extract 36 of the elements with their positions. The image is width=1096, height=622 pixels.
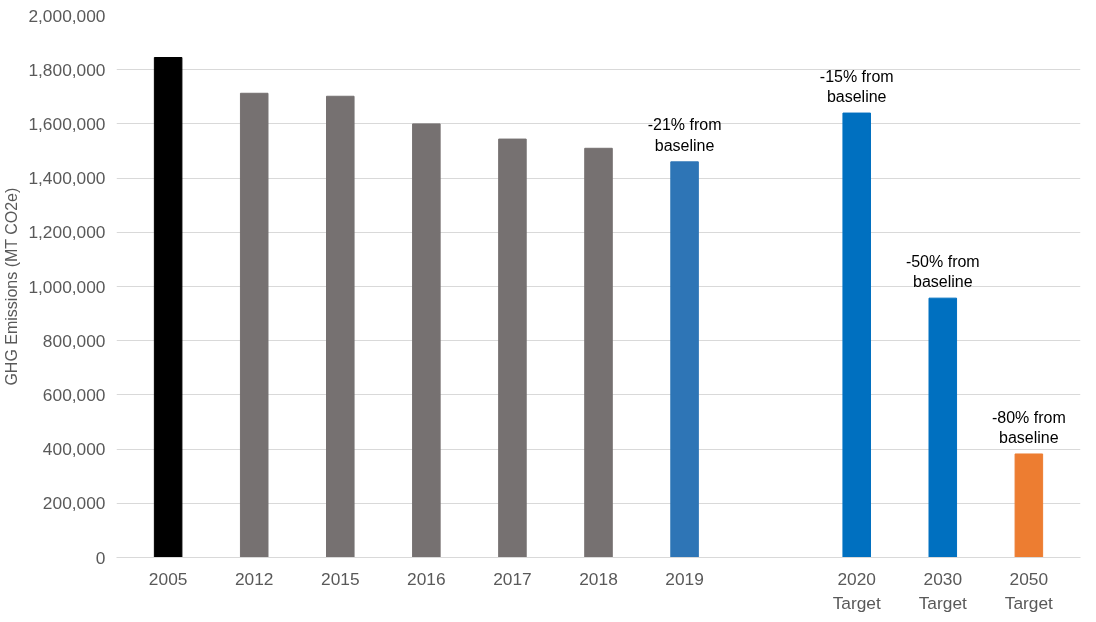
y-tick-label: 800,000 — [42, 330, 106, 351]
x-tick-label: 2015 — [321, 568, 360, 589]
y-tick-label: 1,600,000 — [28, 113, 106, 134]
bar — [498, 138, 527, 558]
y-tick-label: 0 — [95, 547, 106, 568]
x-tick-label: 2018 — [579, 568, 618, 589]
bar — [412, 123, 441, 558]
bar — [153, 57, 183, 558]
annotation: -15% from baseline — [819, 67, 894, 106]
y-tick-label: 1,000,000 — [28, 276, 106, 297]
x-tick-label: 2016 — [407, 568, 446, 589]
y-tick-label: 1,200,000 — [28, 222, 106, 243]
bar — [584, 147, 613, 558]
x-tick-label: 2020 Target — [832, 568, 881, 613]
y-axis-title: GHG Emissions (MT CO2e) — [3, 187, 21, 386]
x-tick-label: 2012 — [234, 568, 274, 589]
y-tick-label: 1,400,000 — [28, 168, 106, 189]
x-tick-label: 2019 — [665, 568, 704, 589]
x-tick-label: 2005 — [148, 568, 188, 589]
y-tick-label: 400,000 — [42, 439, 106, 460]
bar — [842, 112, 871, 558]
y-tick-label: 2,000,000 — [28, 5, 106, 26]
x-tick-label: 2030 Target — [918, 568, 968, 613]
bar — [670, 161, 699, 558]
y-tick-label: 600,000 — [42, 384, 106, 405]
annotation: -21% from baseline — [647, 116, 722, 154]
annotation: -50% from baseline — [905, 252, 980, 291]
x-tick-label: 2017 — [493, 568, 532, 589]
x-tick-label: 2050 Target — [1004, 568, 1054, 613]
annotation: -80% from baseline — [991, 408, 1066, 446]
bar — [928, 297, 958, 558]
y-tick-label: 1,800,000 — [28, 59, 106, 80]
bar — [1014, 453, 1044, 558]
bar — [326, 95, 355, 558]
bar — [239, 92, 269, 558]
y-tick-label: 200,000 — [42, 493, 106, 514]
